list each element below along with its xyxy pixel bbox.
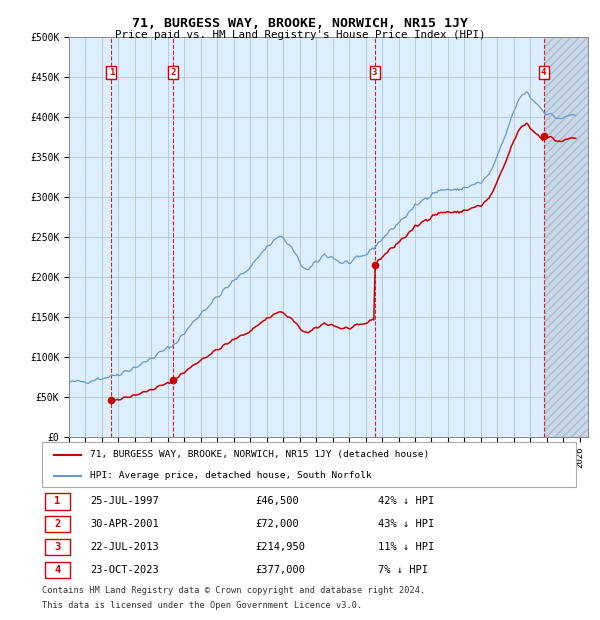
Text: 71, BURGESS WAY, BROOKE, NORWICH, NR15 1JY (detached house): 71, BURGESS WAY, BROOKE, NORWICH, NR15 1…: [90, 450, 430, 459]
Text: 23-OCT-2023: 23-OCT-2023: [90, 565, 159, 575]
Text: Price paid vs. HM Land Registry's House Price Index (HPI): Price paid vs. HM Land Registry's House …: [115, 30, 485, 40]
FancyBboxPatch shape: [44, 516, 70, 533]
Text: 42% ↓ HPI: 42% ↓ HPI: [379, 496, 434, 507]
Text: 4: 4: [541, 68, 547, 77]
Text: 2: 2: [170, 68, 176, 77]
Text: £377,000: £377,000: [256, 565, 305, 575]
Text: 71, BURGESS WAY, BROOKE, NORWICH, NR15 1JY: 71, BURGESS WAY, BROOKE, NORWICH, NR15 1…: [132, 17, 468, 30]
Text: 22-JUL-2013: 22-JUL-2013: [90, 542, 159, 552]
Text: 25-JUL-1997: 25-JUL-1997: [90, 496, 159, 507]
Text: 1: 1: [55, 496, 61, 507]
Text: £46,500: £46,500: [256, 496, 299, 507]
Text: 11% ↓ HPI: 11% ↓ HPI: [379, 542, 434, 552]
FancyBboxPatch shape: [44, 539, 70, 556]
FancyBboxPatch shape: [44, 493, 70, 510]
Text: 1: 1: [109, 68, 114, 77]
Text: 3: 3: [55, 542, 61, 552]
FancyBboxPatch shape: [42, 442, 576, 487]
Text: HPI: Average price, detached house, South Norfolk: HPI: Average price, detached house, Sout…: [90, 471, 372, 480]
Text: £214,950: £214,950: [256, 542, 305, 552]
Text: 2: 2: [55, 519, 61, 529]
Text: Contains HM Land Registry data © Crown copyright and database right 2024.: Contains HM Land Registry data © Crown c…: [42, 586, 425, 595]
Text: £72,000: £72,000: [256, 519, 299, 529]
FancyBboxPatch shape: [44, 562, 70, 578]
Text: 7% ↓ HPI: 7% ↓ HPI: [379, 565, 428, 575]
Text: 4: 4: [55, 565, 61, 575]
Bar: [545, 37, 600, 437]
Text: 3: 3: [372, 68, 377, 77]
Text: 30-APR-2001: 30-APR-2001: [90, 519, 159, 529]
Text: This data is licensed under the Open Government Licence v3.0.: This data is licensed under the Open Gov…: [42, 601, 362, 611]
Text: 43% ↓ HPI: 43% ↓ HPI: [379, 519, 434, 529]
